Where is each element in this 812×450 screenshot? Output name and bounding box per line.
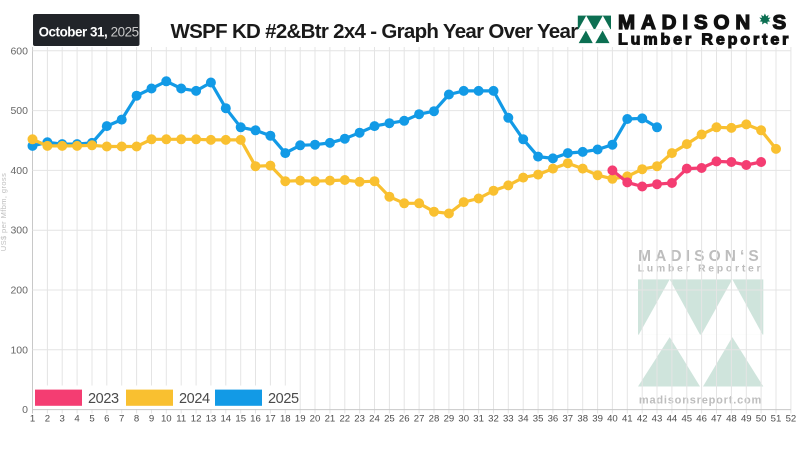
- svg-text:6: 6: [104, 414, 109, 425]
- svg-text:S: S: [773, 11, 787, 34]
- svg-text:18: 18: [280, 414, 291, 425]
- svg-text:0: 0: [22, 404, 28, 416]
- svg-text:14: 14: [220, 414, 231, 425]
- svg-text:MADISON: MADISON: [618, 11, 756, 34]
- svg-text:20: 20: [310, 414, 321, 425]
- svg-text:15: 15: [235, 414, 246, 425]
- svg-text:3: 3: [60, 414, 65, 425]
- svg-text:Lumber Reporter: Lumber Reporter: [618, 31, 791, 48]
- svg-text:11: 11: [176, 414, 186, 425]
- svg-text:36: 36: [548, 414, 559, 425]
- svg-text:44: 44: [667, 414, 678, 425]
- svg-text:35: 35: [533, 414, 544, 425]
- svg-text:45: 45: [681, 414, 692, 425]
- svg-text:5: 5: [89, 414, 94, 425]
- svg-text:50: 50: [756, 414, 767, 425]
- svg-text:600: 600: [10, 45, 28, 57]
- svg-text:MADISON‘S: MADISON‘S: [638, 248, 763, 265]
- svg-text:17: 17: [265, 414, 276, 425]
- svg-text:48: 48: [726, 414, 737, 425]
- svg-text:10: 10: [161, 414, 172, 425]
- svg-text:October 31, 2025: October 31, 2025: [39, 25, 139, 40]
- svg-text:28: 28: [429, 414, 440, 425]
- svg-text:24: 24: [369, 414, 380, 425]
- svg-text:32: 32: [488, 414, 499, 425]
- svg-text:21: 21: [325, 414, 336, 425]
- svg-text:31: 31: [473, 414, 484, 425]
- svg-text:25: 25: [384, 414, 395, 425]
- svg-text:7: 7: [119, 414, 124, 425]
- svg-text:34: 34: [518, 414, 529, 425]
- svg-text:2: 2: [45, 414, 50, 425]
- svg-text:52: 52: [786, 414, 797, 425]
- svg-text:2023: 2023: [88, 391, 119, 407]
- svg-text:23: 23: [354, 414, 365, 425]
- svg-text:9: 9: [149, 414, 154, 425]
- svg-text:8: 8: [134, 414, 139, 425]
- svg-text:13: 13: [206, 414, 217, 425]
- svg-text:51: 51: [771, 414, 782, 425]
- svg-text:2025: 2025: [268, 391, 299, 407]
- svg-text:100: 100: [10, 344, 28, 356]
- svg-text:4: 4: [74, 414, 80, 425]
- svg-text:38: 38: [577, 414, 588, 425]
- svg-text:1: 1: [30, 414, 35, 425]
- svg-text:2024: 2024: [179, 391, 210, 407]
- svg-text:Lumber Reporter: Lumber Reporter: [638, 262, 764, 274]
- svg-text:26: 26: [399, 414, 410, 425]
- svg-text:16: 16: [250, 414, 261, 425]
- svg-text:46: 46: [696, 414, 707, 425]
- svg-text:47: 47: [711, 414, 722, 425]
- svg-text:43: 43: [652, 414, 663, 425]
- svg-text:300: 300: [10, 225, 28, 237]
- svg-text:29: 29: [444, 414, 455, 425]
- svg-text:33: 33: [503, 414, 514, 425]
- svg-text:41: 41: [622, 414, 633, 425]
- svg-text:22: 22: [339, 414, 350, 425]
- svg-text:200: 200: [10, 285, 28, 297]
- svg-text:39: 39: [592, 414, 603, 425]
- svg-text:12: 12: [191, 414, 202, 425]
- svg-text:400: 400: [10, 165, 28, 177]
- svg-text:19: 19: [295, 414, 306, 425]
- svg-text:madisonsreport.com: madisonsreport.com: [639, 395, 762, 407]
- svg-text:49: 49: [741, 414, 752, 425]
- svg-text:US$ per Mfbm, gross: US$ per Mfbm, gross: [0, 173, 8, 251]
- svg-text:30: 30: [458, 414, 469, 425]
- svg-text:42: 42: [637, 414, 648, 425]
- svg-text:37: 37: [562, 414, 573, 425]
- svg-text:WSPF KD #2&Btr 2x4 - Graph Yea: WSPF KD #2&Btr 2x4 - Graph Year Over Yea…: [171, 20, 579, 43]
- svg-text:27: 27: [414, 414, 425, 425]
- svg-text:40: 40: [607, 414, 618, 425]
- svg-text:500: 500: [10, 105, 28, 117]
